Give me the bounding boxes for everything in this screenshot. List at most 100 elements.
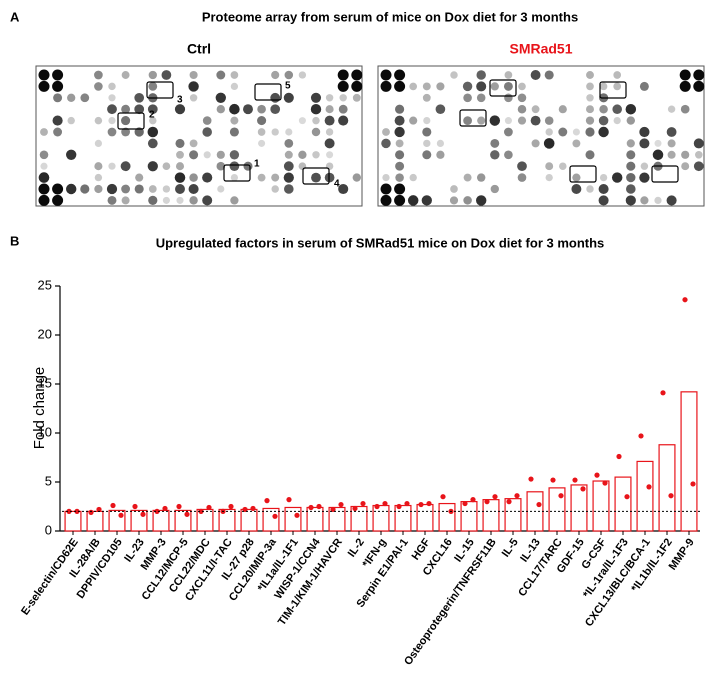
array-spot bbox=[243, 161, 253, 171]
array-spot bbox=[121, 184, 130, 194]
array-spot bbox=[149, 116, 157, 125]
array-spot bbox=[586, 82, 594, 91]
array-spot bbox=[380, 80, 392, 92]
array-spot bbox=[693, 161, 704, 172]
array-spot bbox=[229, 150, 240, 160]
array-spot bbox=[504, 117, 512, 125]
array-spot bbox=[666, 195, 677, 206]
array-spot bbox=[217, 185, 225, 193]
replicate-dot bbox=[264, 498, 270, 504]
array-spot bbox=[162, 162, 171, 171]
array-spot bbox=[695, 151, 703, 159]
array-spot bbox=[463, 93, 472, 103]
array-spot bbox=[66, 149, 77, 160]
array-spot bbox=[188, 81, 199, 92]
array-spot bbox=[283, 184, 294, 194]
array-spot bbox=[298, 117, 306, 125]
array-spot bbox=[625, 103, 637, 115]
array-spot bbox=[147, 138, 158, 149]
array-spot bbox=[559, 162, 567, 170]
array-spot bbox=[94, 116, 103, 125]
array-spot bbox=[504, 93, 513, 103]
replicate-dot bbox=[316, 503, 322, 510]
array-spot bbox=[558, 127, 568, 137]
array-spot bbox=[504, 127, 513, 137]
array-image bbox=[35, 65, 363, 207]
replicate-dot bbox=[96, 506, 102, 513]
array-spot bbox=[477, 116, 486, 125]
replicate-dot bbox=[272, 513, 278, 519]
array-spot bbox=[52, 183, 64, 195]
array-spot bbox=[598, 195, 609, 206]
replicate-dot bbox=[250, 505, 256, 512]
array-spot bbox=[599, 104, 608, 114]
replicate-dot bbox=[338, 501, 344, 508]
array-spot bbox=[80, 184, 90, 194]
array-spot bbox=[38, 69, 50, 81]
array-spot bbox=[666, 127, 677, 137]
array-spot bbox=[572, 128, 580, 136]
y-tick-label: 0 bbox=[45, 522, 52, 537]
array-spot bbox=[382, 173, 390, 182]
array-spot bbox=[52, 80, 64, 92]
array-spot bbox=[243, 104, 253, 115]
array-spot bbox=[395, 104, 405, 114]
array-spot bbox=[409, 82, 418, 91]
array-spot bbox=[586, 71, 594, 79]
array-spot bbox=[108, 117, 116, 125]
array-spot bbox=[531, 105, 540, 114]
array-spot bbox=[175, 162, 185, 171]
chart-title: Upregulated factors in serum of SMRad51 … bbox=[156, 235, 605, 250]
array-spot bbox=[654, 139, 662, 147]
replicate-dot bbox=[352, 505, 358, 512]
array-spot bbox=[106, 183, 118, 195]
array-spot bbox=[640, 162, 649, 170]
array-spot bbox=[423, 139, 431, 148]
array-spot bbox=[572, 173, 581, 182]
array-spot bbox=[339, 94, 347, 102]
replicate-dot bbox=[308, 504, 314, 511]
array-spot bbox=[625, 195, 636, 206]
replicate-dot bbox=[74, 508, 80, 514]
panel-label: A bbox=[10, 9, 20, 24]
array-spot bbox=[544, 116, 554, 125]
array-spot bbox=[681, 162, 690, 171]
array-spot bbox=[312, 151, 320, 159]
array-spot bbox=[229, 161, 240, 172]
bar bbox=[438, 502, 456, 532]
array-spot bbox=[476, 70, 486, 80]
array-spot bbox=[134, 104, 145, 115]
replicate-dot bbox=[602, 480, 608, 486]
array-spot bbox=[626, 161, 636, 171]
highlight-box bbox=[489, 79, 517, 97]
array-spot bbox=[189, 173, 198, 182]
array-spot bbox=[626, 116, 635, 125]
y-tick-label: 15 bbox=[38, 375, 52, 390]
array-spot bbox=[517, 116, 527, 125]
array-spot bbox=[67, 116, 75, 125]
replicate-dot bbox=[426, 500, 432, 507]
array-spot bbox=[338, 183, 349, 195]
array-spot bbox=[545, 162, 554, 171]
y-tick-label: 25 bbox=[38, 277, 52, 292]
array-spot bbox=[572, 139, 581, 148]
array-spot bbox=[450, 185, 458, 193]
array-spot bbox=[298, 162, 307, 171]
array-spot bbox=[271, 70, 280, 80]
array-spot bbox=[693, 138, 704, 149]
array-spot bbox=[571, 184, 582, 194]
array-spot bbox=[161, 70, 172, 80]
array-spot bbox=[52, 194, 64, 206]
array-spot bbox=[271, 128, 279, 136]
array-spot bbox=[189, 150, 199, 160]
replicate-dot bbox=[690, 481, 696, 487]
replicate-dot bbox=[88, 509, 94, 515]
array-spot bbox=[176, 196, 184, 204]
array-spot bbox=[230, 116, 239, 125]
bar bbox=[394, 504, 412, 532]
replicate-dot bbox=[514, 493, 520, 499]
array-spot bbox=[422, 93, 431, 102]
array-spot bbox=[381, 138, 391, 149]
array-spot bbox=[258, 139, 266, 147]
replicate-dot bbox=[528, 476, 534, 482]
